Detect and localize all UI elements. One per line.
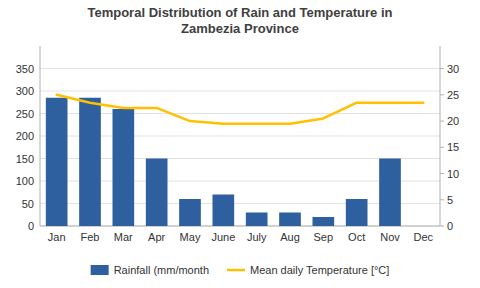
bar (313, 217, 335, 226)
bar (213, 195, 235, 227)
y2-tick (440, 147, 444, 148)
y2-tick-label: 15 (447, 141, 459, 153)
y2-tick (440, 226, 444, 227)
y2-tick-label: 10 (447, 168, 459, 180)
chart-container: Temporal Distribution of Rain and Temper… (0, 0, 480, 288)
grid-line (40, 68, 440, 69)
bar (279, 213, 301, 227)
y2-tick (440, 68, 444, 69)
line (57, 95, 424, 124)
legend-swatch (227, 269, 245, 272)
y-tick-label: 0 (28, 220, 34, 232)
bar (79, 98, 101, 226)
y2-axis-line (440, 46, 441, 226)
legend: Rainfall (mm/month Mean daily Temperature… (91, 264, 390, 276)
y-tick-label: 350 (16, 63, 34, 75)
y2-tick-label: 20 (447, 115, 459, 127)
x-tick-label: July (247, 231, 267, 243)
legend-item: Rainfall (mm/month (91, 264, 209, 276)
y2-tick-label: 5 (447, 194, 453, 206)
title: Temporal Distribution of Rain and Temper… (87, 5, 392, 36)
y-tick-label: 150 (16, 153, 34, 165)
x-tick-label: Oct (348, 231, 365, 243)
bar (379, 159, 401, 227)
x-tick-label: Jan (48, 231, 66, 243)
y-tick-label: 50 (22, 198, 34, 210)
y2-tick-label: 30 (447, 63, 459, 75)
y-axis-line (40, 46, 41, 226)
x-tick-label: Feb (81, 231, 100, 243)
y-tick-label: 200 (16, 130, 34, 142)
x-tick-label: Apr (148, 231, 165, 243)
bar (179, 199, 201, 226)
x-tick-label: Nov (380, 231, 400, 243)
legend-label: Mean daily Temperature [°C] (250, 264, 389, 276)
bar (146, 159, 168, 227)
y2-tick (440, 94, 444, 95)
legend-swatch (91, 265, 109, 275)
x-tick-label: Mar (114, 231, 133, 243)
bar (46, 98, 68, 226)
bar (346, 199, 368, 226)
bar (246, 213, 268, 227)
y-tick-label: 100 (16, 175, 34, 187)
x-tick-label: Dec (414, 231, 434, 243)
y2-tick (440, 199, 444, 200)
y-tick-label: 300 (16, 85, 34, 97)
grid (40, 69, 440, 227)
chart-svg: Temporal Distribution of Rain and Temper… (0, 0, 480, 288)
x-tick-label: Sep (314, 231, 334, 243)
plot-area (46, 95, 424, 226)
y2-tick-label: 25 (447, 89, 459, 101)
legend-label: Rainfall (mm/month (114, 264, 209, 276)
y2-tick (440, 173, 444, 174)
y2-tick-label: 0 (447, 220, 453, 232)
bar (113, 109, 135, 226)
x-tick-label: May (180, 231, 201, 243)
y2-tick (440, 121, 444, 122)
grid-line (40, 91, 440, 92)
bar (413, 226, 435, 227)
x-tick-label: June (211, 231, 235, 243)
x-tick-label: Aug (280, 231, 300, 243)
legend-item: Mean daily Temperature [°C] (227, 264, 389, 276)
y-tick-label: 250 (16, 108, 34, 120)
